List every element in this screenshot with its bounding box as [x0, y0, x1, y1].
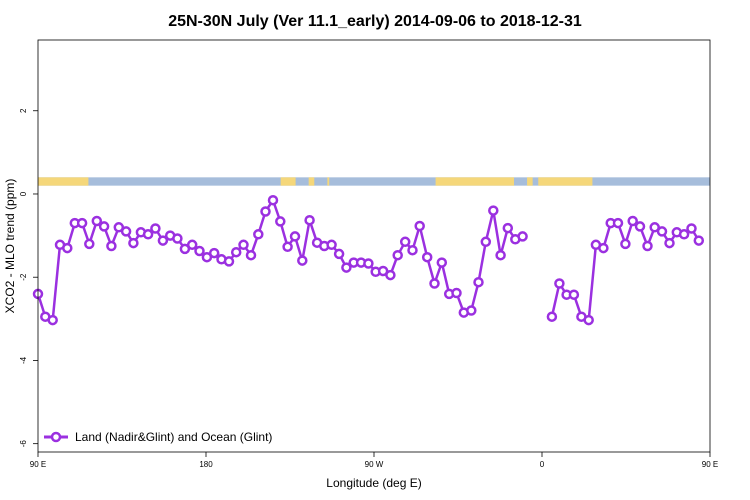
data-point	[656, 226, 668, 237]
data-point	[186, 239, 198, 251]
y-tick-label: -2	[19, 273, 28, 281]
x-axis: 90 E 180 90 W 0 90 E	[30, 452, 718, 469]
data-point	[106, 240, 117, 252]
data-point	[502, 222, 514, 234]
data-point	[333, 248, 345, 260]
land-segment	[38, 177, 89, 186]
data-point	[304, 214, 315, 226]
data-point	[230, 246, 242, 258]
data-point	[98, 221, 110, 232]
data-point	[664, 237, 675, 249]
data-point	[47, 314, 58, 326]
data-point	[678, 229, 690, 240]
x-axis-label: Longitude (deg E)	[326, 476, 421, 490]
data-point	[642, 240, 653, 252]
y-tick-label: 0	[19, 191, 28, 196]
land-segment	[308, 177, 315, 186]
data-point	[113, 222, 125, 233]
data-point	[253, 229, 264, 240]
data-point	[201, 251, 213, 263]
data-point	[76, 217, 88, 229]
data-point	[517, 231, 528, 242]
y-axis: -6 -4 -2 0 2	[19, 108, 38, 447]
data-point	[282, 241, 293, 253]
data-point	[414, 220, 425, 232]
data-point	[627, 215, 638, 227]
land-segment	[435, 177, 514, 186]
data-point	[612, 217, 624, 229]
data-point	[341, 262, 352, 273]
data-point	[693, 235, 705, 246]
data-point	[407, 244, 418, 256]
land-ocean-band	[38, 177, 710, 186]
ocean-band	[38, 177, 710, 186]
data-point	[495, 249, 506, 261]
data-point	[128, 237, 139, 249]
data-point	[554, 278, 565, 289]
data-point	[377, 265, 389, 277]
data-point	[267, 194, 279, 206]
data-point	[421, 251, 433, 263]
data-point	[466, 305, 477, 316]
data-point	[583, 314, 594, 326]
data-point	[399, 236, 411, 248]
x-tick-label: 0	[540, 460, 545, 469]
data-point	[429, 278, 440, 289]
data-point	[208, 247, 220, 259]
data-point	[179, 243, 191, 255]
data-point	[223, 256, 235, 267]
land-segment	[280, 177, 296, 186]
data-point	[289, 231, 301, 242]
data-point	[363, 258, 374, 269]
series-layer	[32, 194, 705, 326]
data-point	[84, 238, 95, 250]
x-tick-label: 90 E	[30, 460, 46, 469]
data-point	[62, 242, 73, 254]
data-point	[150, 223, 161, 234]
y-tick-label: -6	[19, 440, 28, 448]
data-point	[451, 287, 462, 299]
x-tick-label: 90 W	[365, 460, 384, 469]
x-tick-label: 90 E	[702, 460, 718, 469]
data-point	[172, 233, 183, 244]
legend: Land (Nadir&Glint) and Ocean (Glint)	[44, 430, 272, 444]
land-segment	[538, 177, 593, 186]
y-tick-label: 2	[19, 108, 28, 113]
data-point	[157, 235, 169, 246]
data-point	[326, 239, 337, 251]
x-tick-label: 180	[199, 460, 213, 469]
data-point	[598, 242, 609, 254]
data-point	[473, 276, 484, 288]
data-point	[238, 239, 249, 251]
chart-title: 25N-30N July (Ver 11.1_early) 2014-09-06…	[168, 13, 582, 30]
data-point	[392, 249, 403, 261]
data-point	[436, 257, 448, 268]
data-point	[260, 206, 271, 217]
land-segment	[327, 177, 330, 186]
legend-label: Land (Nadir&Glint) and Ocean (Glint)	[75, 430, 272, 444]
data-point	[120, 226, 132, 237]
data-point	[142, 229, 154, 240]
data-point	[194, 245, 205, 257]
data-point	[634, 221, 646, 232]
data-point	[568, 289, 580, 300]
data-point	[480, 236, 492, 248]
legend-marker	[50, 431, 62, 443]
data-point	[297, 255, 308, 266]
y-tick-label: -4	[19, 356, 28, 364]
data-point	[488, 205, 499, 216]
data-point	[649, 222, 660, 233]
data-point	[275, 216, 286, 227]
y-axis-label: XCO2 - MLO trend (ppm)	[3, 179, 17, 314]
plot-frame	[37, 39, 711, 453]
data-point	[620, 238, 631, 250]
data-point	[686, 223, 697, 234]
data-point	[385, 269, 396, 281]
data-point	[245, 249, 257, 261]
land-segment	[527, 177, 533, 186]
data-point	[91, 215, 103, 227]
data-point	[546, 311, 558, 322]
